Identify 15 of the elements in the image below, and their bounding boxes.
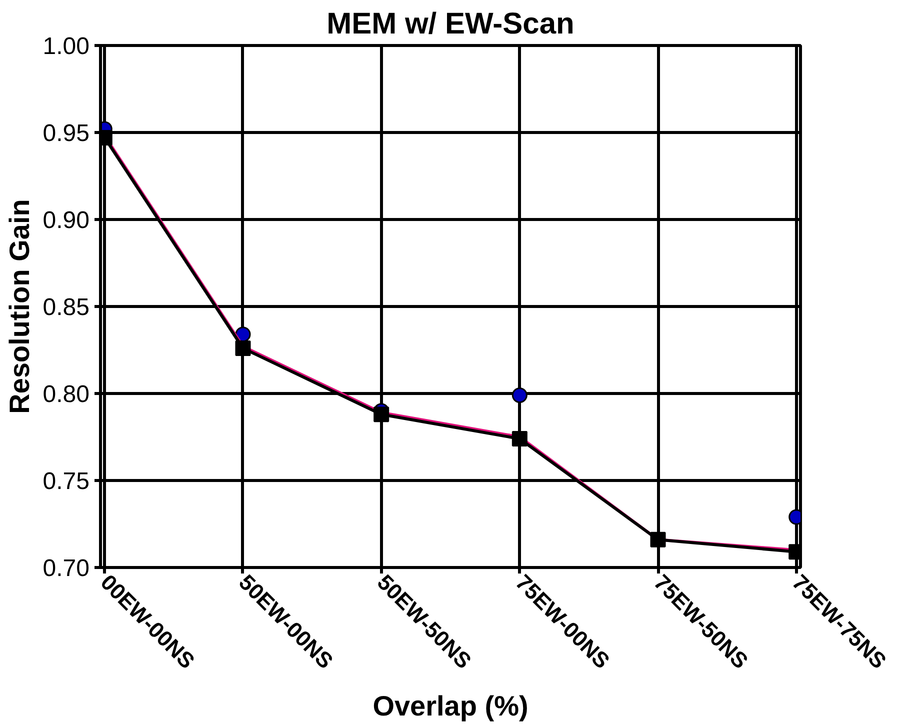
- y-tick-label: 0.70: [42, 555, 90, 582]
- y-tick-label: 0.90: [42, 207, 90, 234]
- y-axis-title: Resolution Gain: [4, 199, 35, 414]
- y-tick-label: 0.75: [42, 468, 90, 495]
- point: [374, 406, 390, 422]
- x-axis-title: Overlap (%): [372, 690, 528, 722]
- point: [512, 430, 528, 446]
- point: [512, 388, 528, 403]
- point: [235, 340, 251, 356]
- y-tick-label: 0.95: [42, 120, 90, 147]
- chart-title: MEM w/ EW-Scan: [326, 8, 574, 40]
- point: [650, 532, 666, 548]
- y-tick-label: 0.85: [42, 294, 90, 321]
- y-tick-label: 1.00: [42, 33, 90, 60]
- y-tick-label: 0.80: [42, 381, 90, 408]
